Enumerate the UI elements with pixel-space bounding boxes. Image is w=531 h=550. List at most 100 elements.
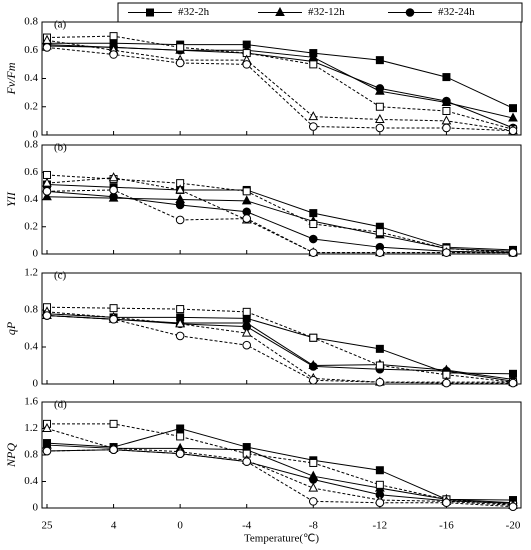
marker	[442, 123, 451, 133]
marker	[308, 111, 319, 121]
marker	[42, 446, 52, 456]
marker	[241, 327, 252, 337]
marker	[442, 96, 451, 106]
marker	[442, 378, 451, 388]
y-tick-label: 0.8	[24, 304, 38, 316]
marker	[176, 432, 185, 441]
marker	[508, 126, 518, 136]
marker	[43, 170, 51, 179]
marker	[241, 195, 252, 205]
marker	[508, 248, 518, 257]
marker	[308, 122, 318, 131]
y-tick-label: 0.4	[24, 193, 38, 205]
marker	[109, 445, 118, 455]
x-tick-label: -8	[309, 520, 319, 532]
marker	[442, 248, 451, 257]
series-line	[46, 444, 514, 504]
series-line	[46, 315, 514, 382]
panel-label: (c)	[54, 270, 67, 282]
marker	[242, 187, 251, 196]
marker	[146, 8, 154, 17]
marker	[442, 106, 451, 115]
series-line	[46, 174, 514, 254]
marker	[109, 304, 118, 313]
series-line	[46, 196, 514, 252]
y-tick-label: 0.2	[24, 100, 38, 112]
marker	[309, 209, 318, 218]
marker	[275, 6, 285, 16]
marker	[42, 177, 52, 187]
y-tick-label: 0.6	[24, 44, 38, 56]
series-line	[47, 42, 514, 109]
marker	[309, 458, 318, 467]
y-tick-label: 0.8	[24, 16, 38, 28]
series-line	[46, 184, 514, 251]
marker	[175, 331, 185, 341]
y-tick-label: 1.2	[24, 422, 38, 434]
marker	[175, 200, 185, 210]
series-line	[46, 35, 514, 130]
marker	[508, 112, 518, 122]
marker	[309, 220, 318, 229]
series-line	[46, 306, 514, 383]
marker	[509, 104, 517, 113]
series-line	[46, 315, 513, 384]
y-tick-label: 0	[33, 248, 39, 260]
marker	[242, 307, 251, 316]
marker	[375, 113, 385, 123]
marker	[242, 214, 252, 223]
marker	[42, 187, 52, 196]
series-line	[46, 428, 514, 506]
y-tick-label: 1.6	[24, 396, 38, 408]
y-tick-label: 0	[33, 502, 39, 514]
marker	[308, 248, 318, 257]
series-line	[46, 311, 513, 383]
marker	[508, 378, 518, 388]
x-tick-label: 4	[111, 520, 117, 532]
marker	[175, 58, 185, 68]
marker	[42, 311, 52, 320]
marker	[242, 340, 252, 350]
series-line	[46, 190, 514, 254]
marker	[308, 362, 318, 371]
y-tick-label: 0	[33, 378, 39, 390]
marker	[375, 123, 385, 133]
panel-label: (b)	[54, 142, 67, 154]
marker	[375, 480, 384, 489]
marker	[441, 115, 452, 125]
marker	[109, 314, 118, 324]
plot-frame	[41, 401, 522, 509]
plot-frame	[41, 272, 522, 385]
marker	[109, 50, 118, 59]
y-tick-label: 0	[33, 129, 39, 141]
legend-box	[117, 2, 523, 23]
series-line	[46, 46, 514, 132]
series-line	[46, 449, 514, 508]
series-line	[46, 39, 514, 132]
y-tick-label: 0.4	[24, 72, 38, 84]
marker	[176, 305, 185, 314]
marker	[375, 228, 384, 237]
marker	[42, 43, 52, 52]
marker	[308, 475, 318, 484]
marker	[176, 424, 185, 433]
y-tick-label: 0.4	[24, 475, 38, 487]
marker	[405, 8, 415, 17]
marker	[42, 422, 52, 432]
x-tick-label: -16	[439, 520, 454, 532]
x-tick-label: -4	[242, 520, 252, 532]
marker	[109, 419, 118, 428]
series-line	[46, 44, 514, 129]
y-axis-title: Fv/Fm	[4, 62, 18, 95]
marker	[508, 502, 518, 511]
legend-label: #32-2h	[178, 6, 210, 18]
x-tick-label: 0	[177, 520, 183, 532]
marker	[375, 84, 385, 93]
marker	[42, 191, 52, 201]
y-axis-title: YII	[4, 191, 18, 207]
series-line	[46, 427, 514, 501]
marker	[308, 376, 318, 385]
marker	[309, 60, 318, 69]
marker	[308, 482, 319, 492]
y-tick-label: 0.8	[24, 139, 38, 151]
